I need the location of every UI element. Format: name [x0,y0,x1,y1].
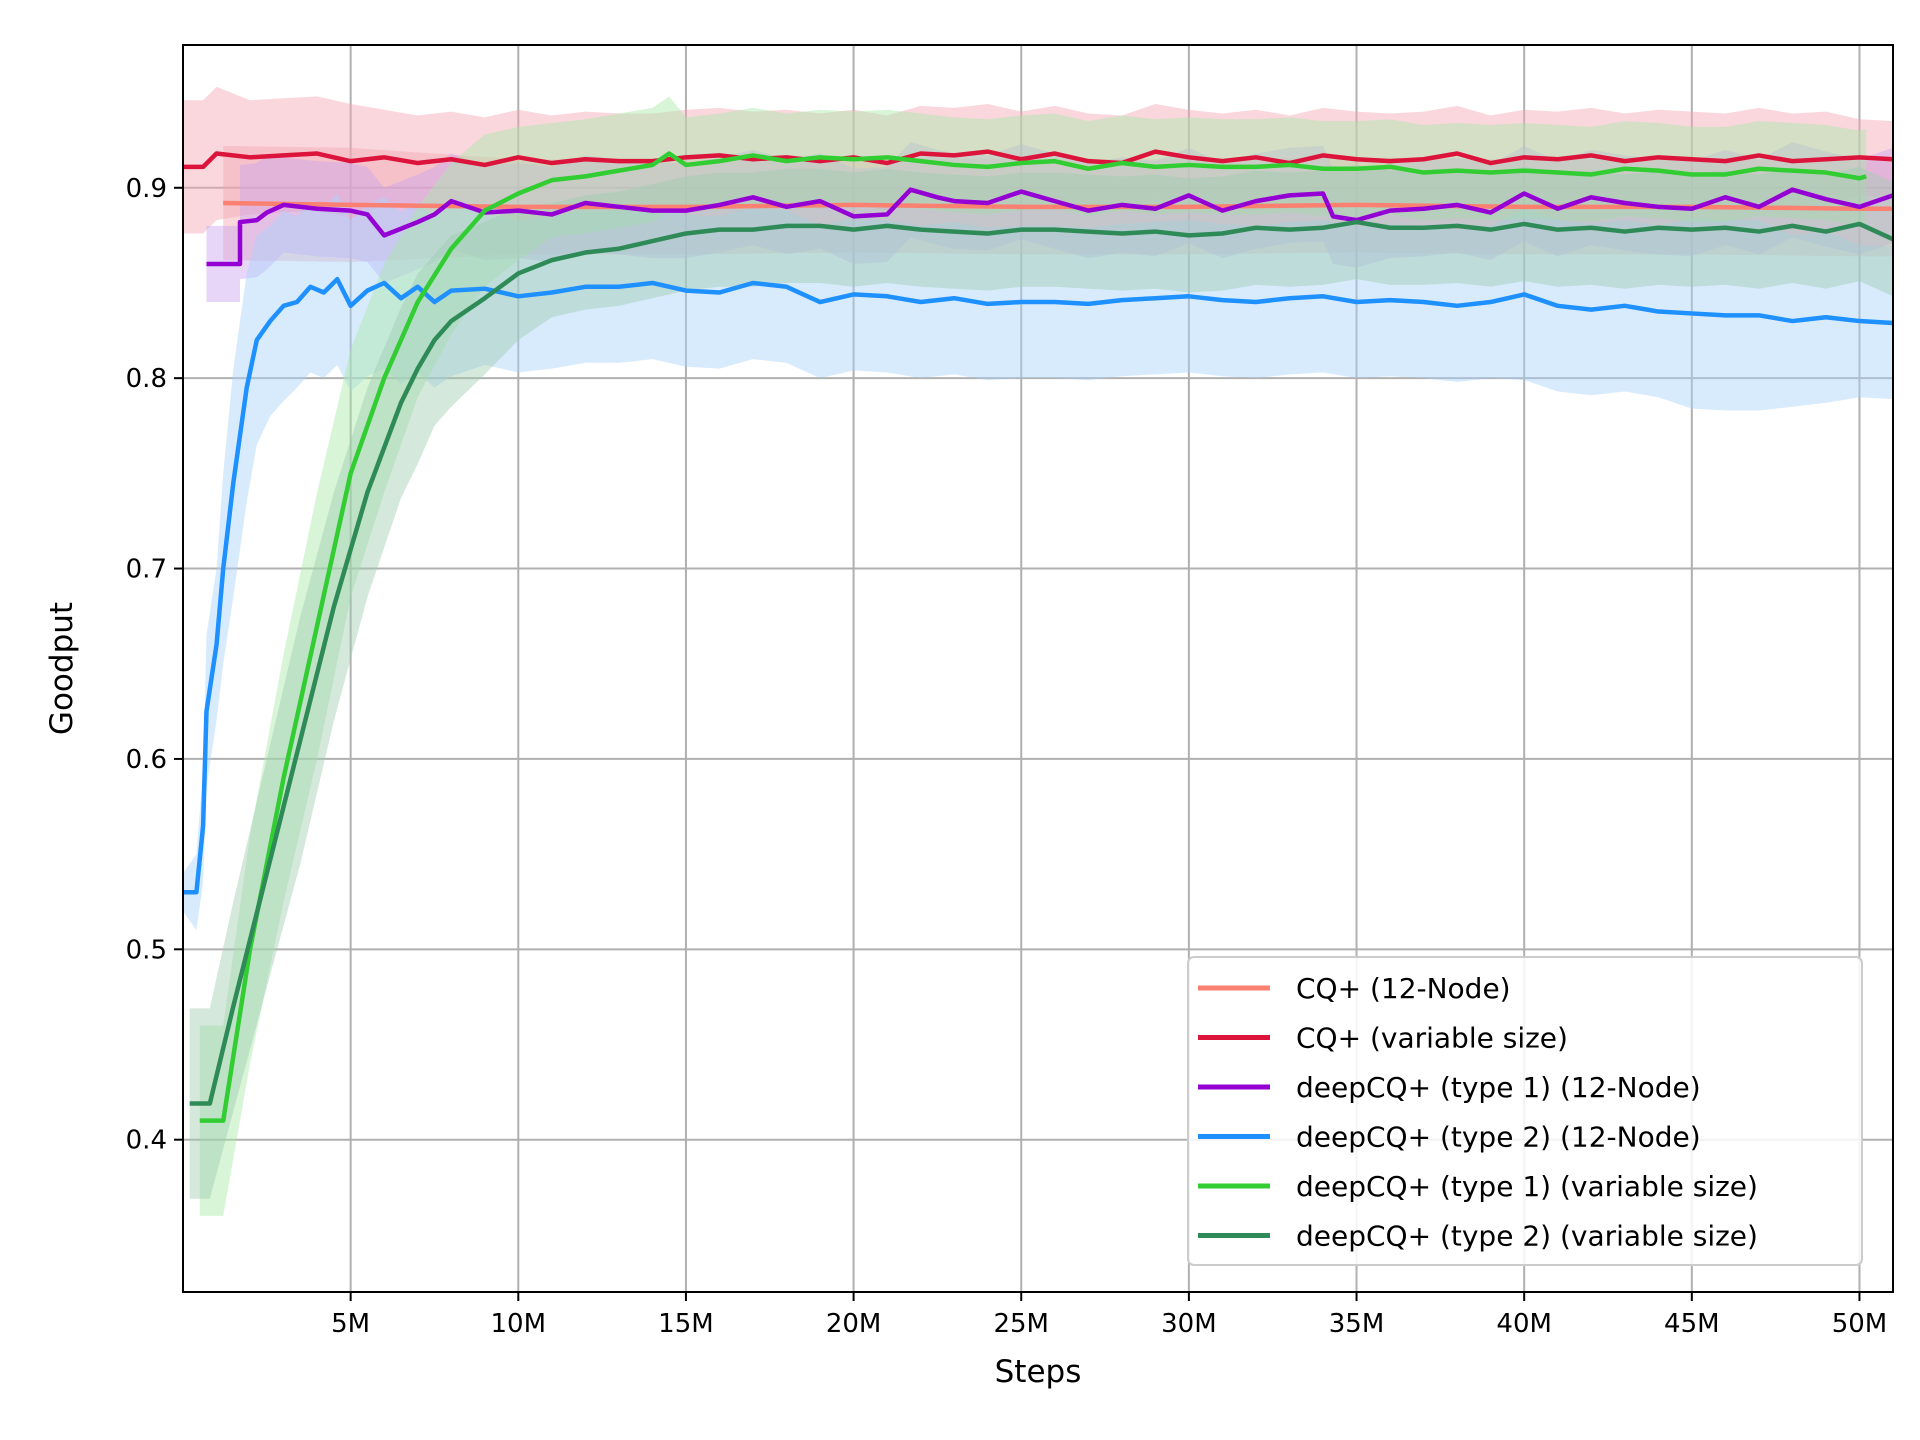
band-series-3 [183,193,1893,931]
legend-entry: deepCQ+ (type 2) (12-Node) [1296,1121,1701,1154]
x-tick-label: 45M [1664,1309,1720,1339]
band-series-5 [189,164,1893,1199]
line-series-3 [183,276,1894,895]
x-tick-label: 30M [1161,1309,1217,1339]
line-series-2 [206,187,1894,267]
y-tick-label: 0.6 [126,745,167,775]
x-tick-label: 15M [658,1309,714,1339]
x-axis-ticks: 5M 10M 15M 20M 25M 30M 35M 40M 45M 50M [331,1292,1887,1339]
x-tick-label: 50M [1832,1309,1888,1339]
line-series-5 [189,219,1894,1106]
legend-box [1187,956,1863,1266]
x-tick-label: 5M [331,1309,370,1339]
x-tick-label: 20M [826,1309,882,1339]
legend-entry: deepCQ+ (type 2) (variable size) [1296,1220,1758,1253]
x-tick-label: 40M [1496,1309,1552,1339]
legend-entry: deepCQ+ (type 1) (12-Node) [1296,1071,1701,1104]
legend-entry: CQ+ (12-Node) [1296,972,1511,1005]
x-axis-label: Steps [995,1354,1082,1390]
x-tick-label: 25M [993,1309,1049,1339]
band-series-2 [206,142,1893,303]
plot-frame [182,44,1894,1293]
series-lines [183,149,1894,1123]
y-axis-label: Goodput [44,602,80,735]
line-series-4 [199,151,1867,1123]
line-series-1 [183,149,1894,170]
y-axis-ticks: 0.4 0.5 0.6 0.7 0.8 0.9 [126,174,183,1156]
y-tick-label: 0.8 [126,364,167,394]
y-tick-label: 0.7 [126,555,167,585]
y-tick-label: 0.5 [126,935,167,965]
y-tick-label: 0.9 [126,174,167,204]
y-tick-label: 0.4 [126,1126,167,1156]
x-tick-label: 35M [1329,1309,1385,1339]
legend: CQ+ (12-Node) CQ+ (variable size) deepCQ+ … [1187,956,1863,1266]
legend-entry: deepCQ+ (type 1) (variable size) [1296,1170,1758,1203]
legend-entry: CQ+ (variable size) [1296,1022,1568,1055]
x-tick-label: 10M [491,1309,547,1339]
